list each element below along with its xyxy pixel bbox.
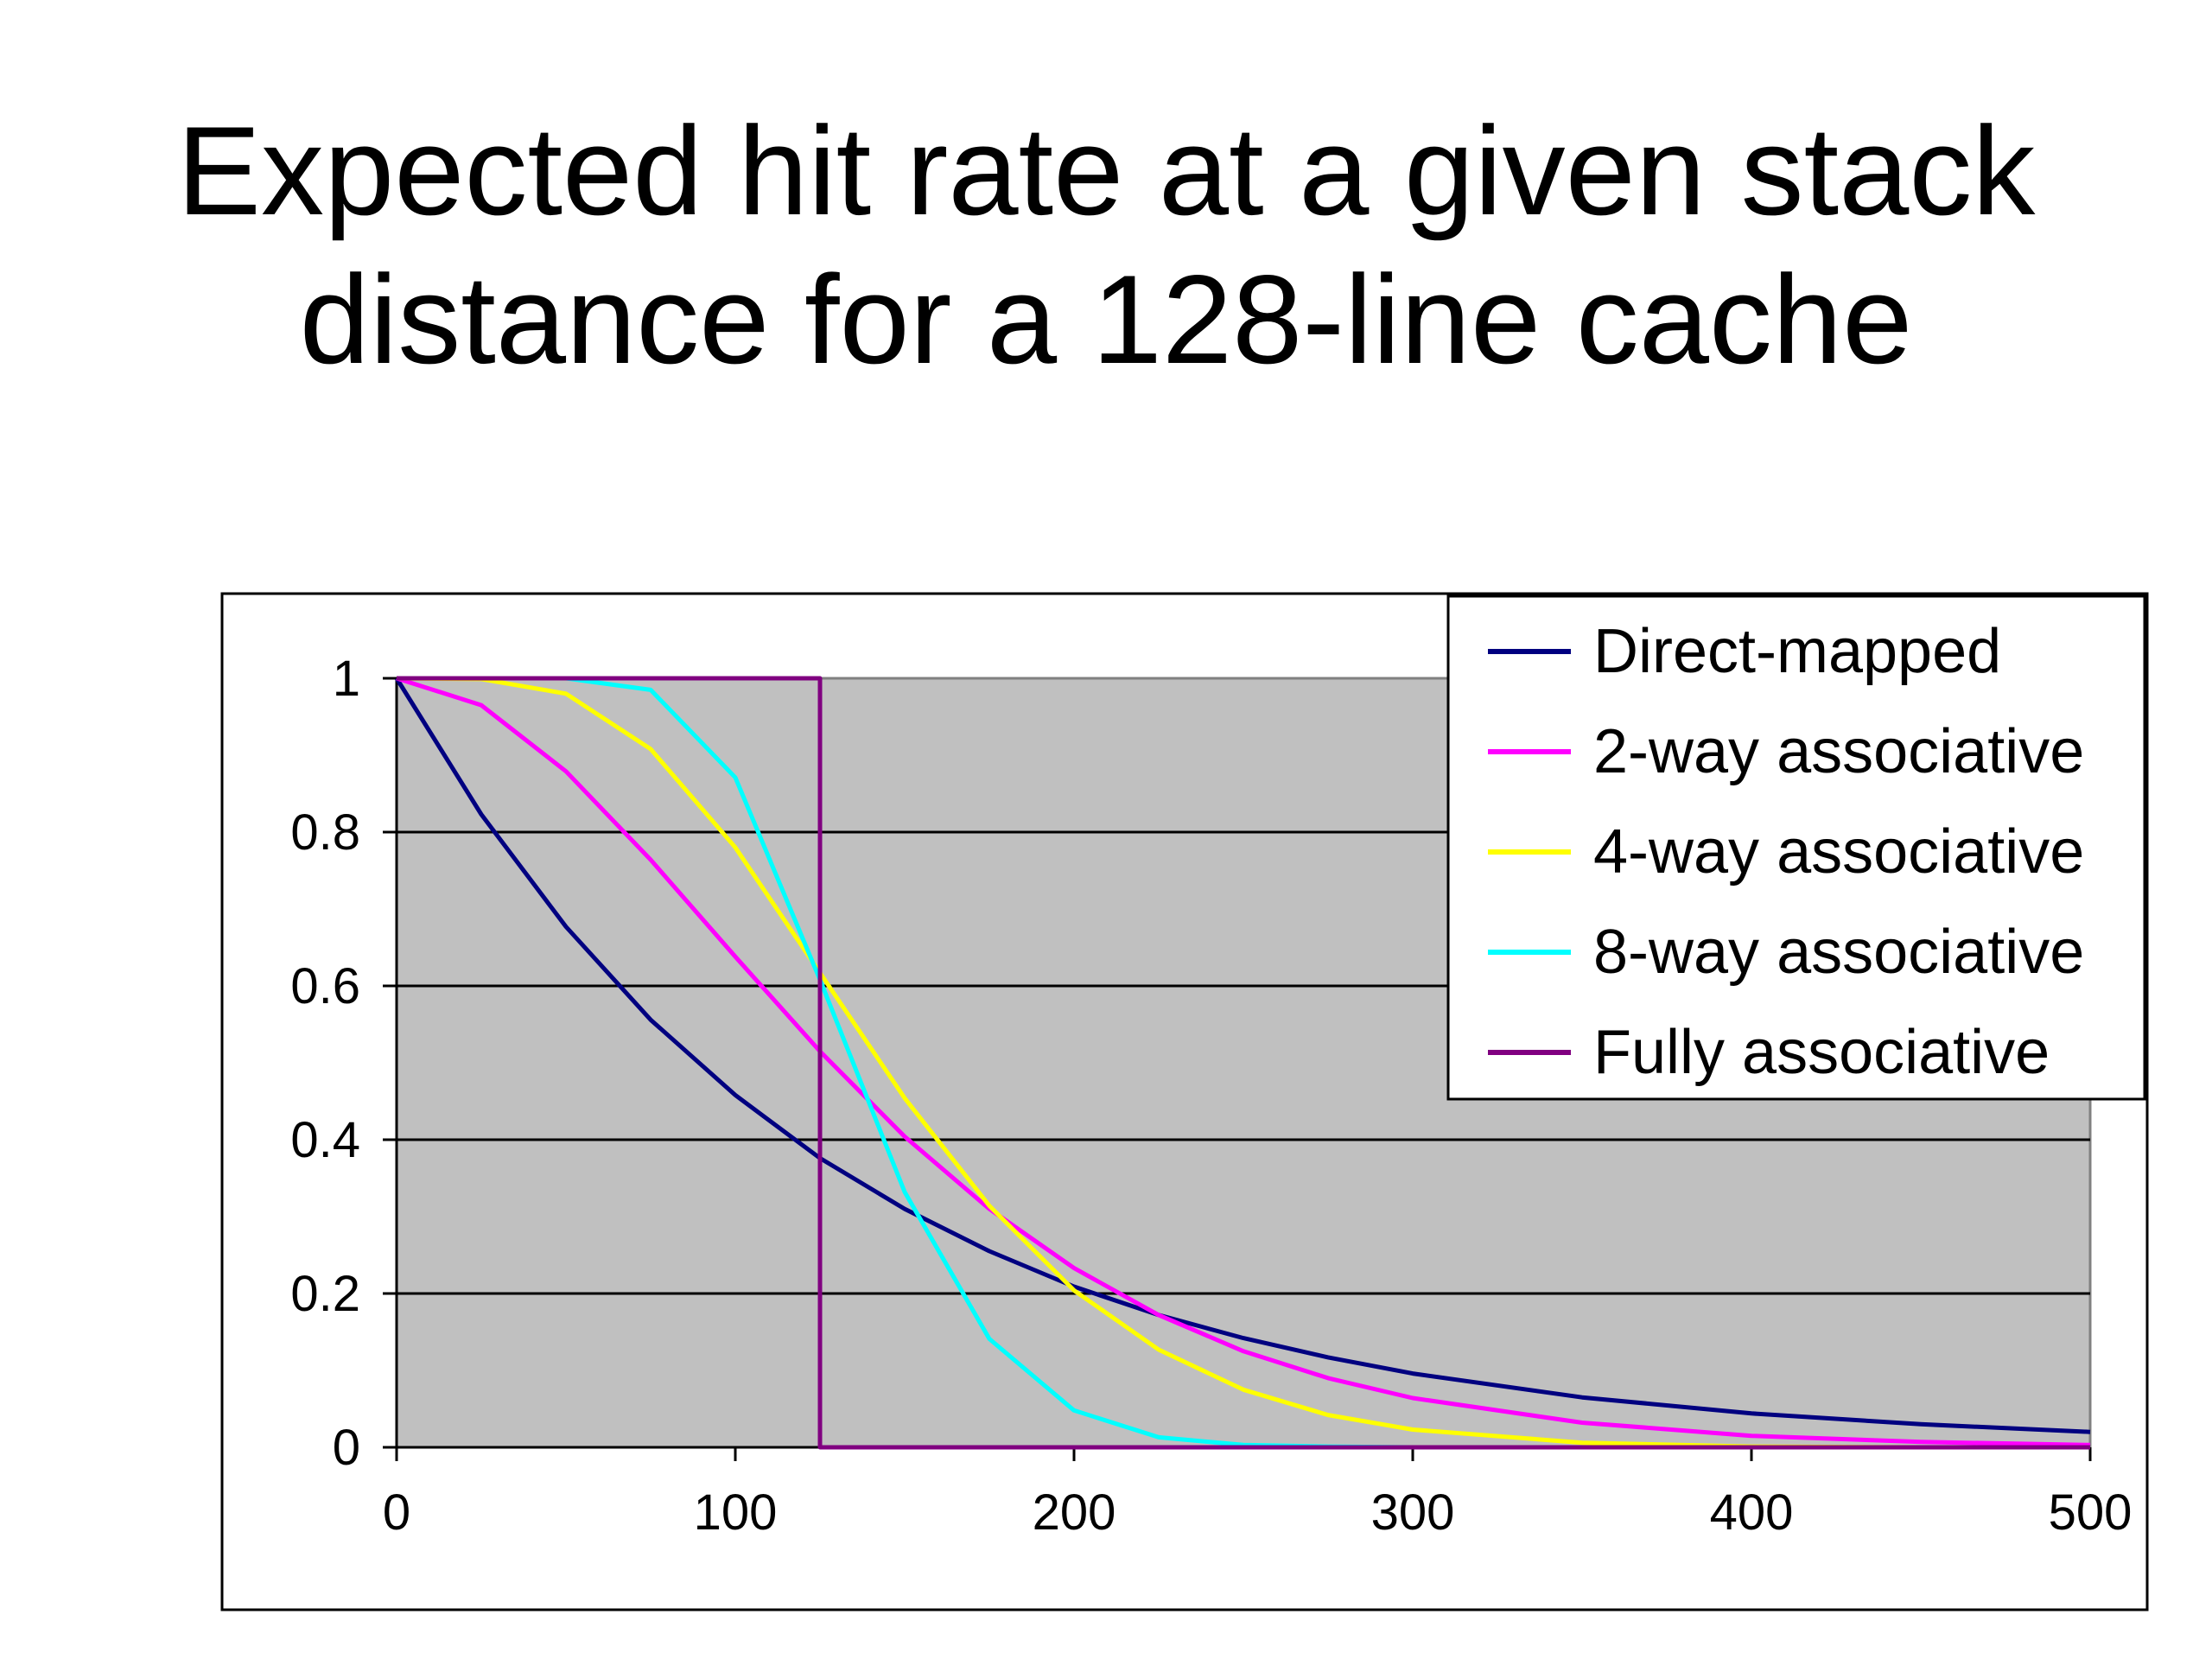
series-line-4-way-associative <box>396 676 2090 1450</box>
x-tick-label: 0 <box>383 1484 410 1541</box>
legend-label-8-way-associative: 8-way associative <box>1593 918 2084 987</box>
x-tick-label: 200 <box>1033 1484 1116 1541</box>
y-tick-label: 0.4 <box>290 1112 360 1168</box>
y-tick-label: 1 <box>333 651 360 707</box>
series-line-fully-associative <box>397 676 2090 1450</box>
legend-label-2-way-associative: 2-way associative <box>1593 717 2084 786</box>
y-tick-label: 0.8 <box>290 804 360 861</box>
y-tick-label: 0.6 <box>290 958 360 1014</box>
series-line-direct-mapped <box>394 677 2091 1434</box>
legend-label-fully-associative: Fully associative <box>1593 1018 2050 1087</box>
x-tick-label: 500 <box>2049 1484 2133 1541</box>
slide-title-line-2: distance for a 128-line cache <box>299 249 1913 390</box>
series-line-2-way-associative <box>396 676 2091 1447</box>
x-tick-label: 100 <box>694 1484 778 1541</box>
x-tick-label: 400 <box>1710 1484 1794 1541</box>
y-tick-label: 0.2 <box>290 1266 360 1322</box>
slide-title-line-1: Expected hit rate at a given stack <box>176 100 2036 241</box>
legend-box <box>1446 594 2146 1101</box>
y-tick-label: 0 <box>333 1420 360 1476</box>
x-tick-label: 300 <box>1371 1484 1455 1541</box>
legend-label-direct-mapped: Direct-mapped <box>1593 617 2001 686</box>
slide-title: Expected hit rate at a given stack dista… <box>0 97 2212 394</box>
legend-label-4-way-associative: 4-way associative <box>1593 817 2084 887</box>
